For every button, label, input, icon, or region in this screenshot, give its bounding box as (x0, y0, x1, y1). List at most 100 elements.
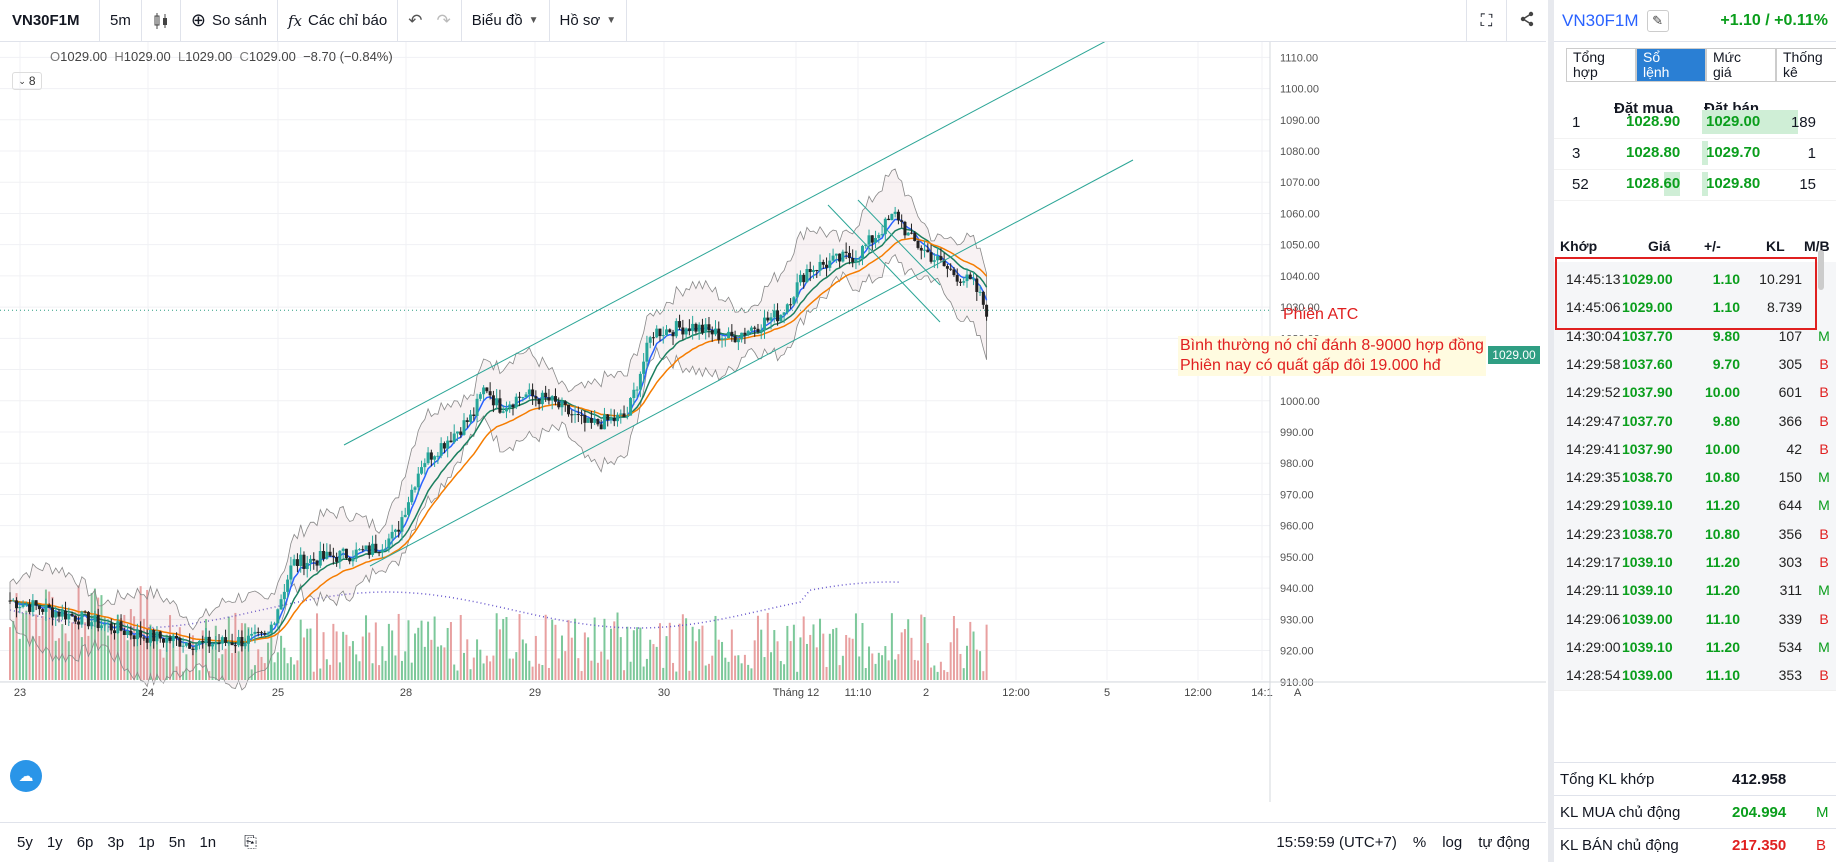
chevron-down-icon: ⌄ (18, 75, 26, 86)
match-row[interactable]: 14:45:06 1029.00 1.10 8.739 (1554, 290, 1836, 324)
indicators-label: Các chỉ báo (308, 12, 388, 29)
panel-tab-3[interactable]: Thống kê (1776, 48, 1836, 82)
chart-menu-button[interactable]: Biểu đồ ▼ (462, 0, 550, 42)
y-tick-label: 990.00 (1280, 427, 1314, 439)
fullscreen-button[interactable]: ⛶ (1466, 0, 1506, 42)
volume-bar (838, 665, 841, 680)
profile-menu-button[interactable]: Hồ sơ ▼ (550, 0, 628, 42)
candle-body (498, 398, 502, 413)
ask-price[interactable]: 1029.80 (1702, 172, 1760, 196)
candle-type-icon[interactable] (142, 0, 181, 42)
bid-price[interactable]: 1028.60 (1626, 172, 1680, 196)
undo-button[interactable]: ↶ ↷ (398, 0, 462, 42)
match-row[interactable]: 14:45:13 1029.00 1.10 10.291 (1554, 262, 1836, 295)
range-button-5y[interactable]: 5y (17, 834, 33, 851)
orderbook-row[interactable]: 1 1028.90 1029.00 189 (1554, 106, 1836, 139)
volume-bar (887, 660, 890, 680)
panel-tab-2[interactable]: Mức giá (1706, 48, 1776, 82)
match-row[interactable]: 14:29:17 1039.10 11.20 303 B (1554, 545, 1836, 578)
candle-body (41, 609, 45, 612)
brand-logo-icon[interactable]: ☁ (10, 760, 42, 792)
volume-bar (786, 625, 789, 680)
volume-bar (126, 640, 129, 680)
candle-body (423, 463, 427, 468)
range-button-6p[interactable]: 6p (76, 834, 94, 851)
match-side: M (1818, 469, 1830, 486)
volume-bar (874, 663, 877, 680)
volume-bar (681, 614, 684, 680)
volume-bar (933, 665, 936, 680)
volume-bar (283, 647, 286, 680)
panel-tab-0[interactable]: Tổng hợp (1566, 48, 1636, 82)
match-row[interactable]: 14:29:23 1038.70 10.80 356 B (1554, 516, 1836, 550)
volume-bar (244, 623, 247, 680)
range-button-1y[interactable]: 1y (46, 834, 63, 851)
match-row[interactable]: 14:29:29 1039.10 11.20 644 M (1554, 488, 1836, 522)
percent-toggle[interactable]: % (1412, 834, 1427, 851)
change-value: −8.70 (−0.84%) (303, 49, 393, 64)
match-time: 14:29:06 (1566, 610, 1621, 627)
candle-body (155, 631, 159, 642)
share-button[interactable] (1506, 0, 1546, 42)
candle-body (442, 443, 446, 449)
volume-bar (789, 641, 792, 680)
range-button-5n[interactable]: 5n (168, 834, 186, 851)
candle-body (916, 240, 920, 248)
volume-bar (939, 661, 942, 680)
panel-tab-1[interactable]: Sổ lệnh (1636, 48, 1706, 82)
annotation-note: Bình thường nó chỉ đánh 8-9000 hợp đồng … (1178, 336, 1486, 376)
volume-bar (309, 628, 312, 680)
volume-bar (642, 666, 645, 680)
open-label: O (50, 49, 61, 64)
indicators-button[interactable]: fx Các chỉ báo (278, 0, 399, 42)
candle-body (606, 414, 610, 421)
match-change: 11.20 (1705, 497, 1740, 514)
ask-price[interactable]: 1029.00 (1702, 110, 1798, 134)
indicator-toggle[interactable]: ⌄ 8 (12, 72, 42, 90)
auto-scale-toggle[interactable]: tự động (1478, 834, 1530, 851)
match-row[interactable]: 14:29:58 1037.60 9.70 305 B (1554, 346, 1836, 380)
match-row[interactable]: 14:29:00 1039.10 11.20 534 M (1554, 629, 1836, 663)
volume-bar (440, 645, 443, 680)
summary-row: Tổng KL khớp 412.958 (1554, 762, 1836, 795)
volume-bar (616, 612, 619, 680)
ask-price[interactable]: 1029.70 (1702, 141, 1760, 165)
range-button-1p[interactable]: 1p (138, 834, 155, 851)
edit-pencil-icon[interactable]: ✎ (1646, 9, 1669, 32)
candle-body (887, 218, 891, 221)
chart-menu-label: Biểu đồ (471, 12, 523, 29)
volume-bar (35, 614, 38, 680)
match-side: M (1818, 582, 1830, 599)
symbol-search[interactable]: VN30F1M (0, 0, 100, 42)
panel-scrollbar[interactable] (1818, 250, 1824, 290)
candle-body (24, 604, 28, 606)
match-row[interactable]: 14:29:11 1039.10 11.20 311 M (1554, 573, 1836, 607)
volume-bar (662, 667, 665, 680)
redo-icon[interactable]: ↷ (436, 10, 451, 30)
interval-button[interactable]: 5m (100, 0, 142, 42)
orderbook-row[interactable]: 3 1028.80 1029.70 1 (1554, 137, 1836, 170)
range-button-3p[interactable]: 3p (107, 834, 125, 851)
price-chart[interactable]: 1110.00 1100.00 1090.00 1080.00 1070.00 1060.… (0, 42, 1546, 802)
match-row[interactable]: 14:29:41 1037.90 10.00 42 B (1554, 431, 1836, 465)
range-button-1n[interactable]: 1n (199, 834, 217, 851)
orderbook-row[interactable]: 52 1028.60 1029.80 15 (1554, 168, 1836, 201)
compare-button[interactable]: ⊕ So sánh (181, 0, 278, 42)
volume-bar (18, 638, 21, 680)
candle-body (243, 643, 247, 647)
calendar-goto-icon[interactable]: ⎘ (244, 833, 257, 851)
log-toggle[interactable]: log (1442, 834, 1463, 851)
candle-body (714, 328, 718, 335)
candle-body (851, 258, 855, 263)
bid-price[interactable]: 1028.80 (1626, 144, 1681, 161)
match-row[interactable]: 14:29:06 1039.00 11.10 339 B (1554, 601, 1836, 635)
candle-body (890, 213, 894, 221)
panel-symbol[interactable]: VN30F1M (1562, 10, 1639, 30)
match-row[interactable]: 14:28:54 1039.00 11.10 353 B (1554, 658, 1836, 692)
bid-price[interactable]: 1028.90 (1626, 113, 1681, 130)
match-row[interactable]: 14:29:47 1037.70 9.80 366 B (1554, 403, 1836, 437)
volume-bar (822, 633, 825, 680)
match-row[interactable]: 14:29:52 1037.90 10.00 601 B (1554, 375, 1836, 409)
volume-bar (698, 629, 701, 680)
volume-bar (355, 654, 358, 680)
